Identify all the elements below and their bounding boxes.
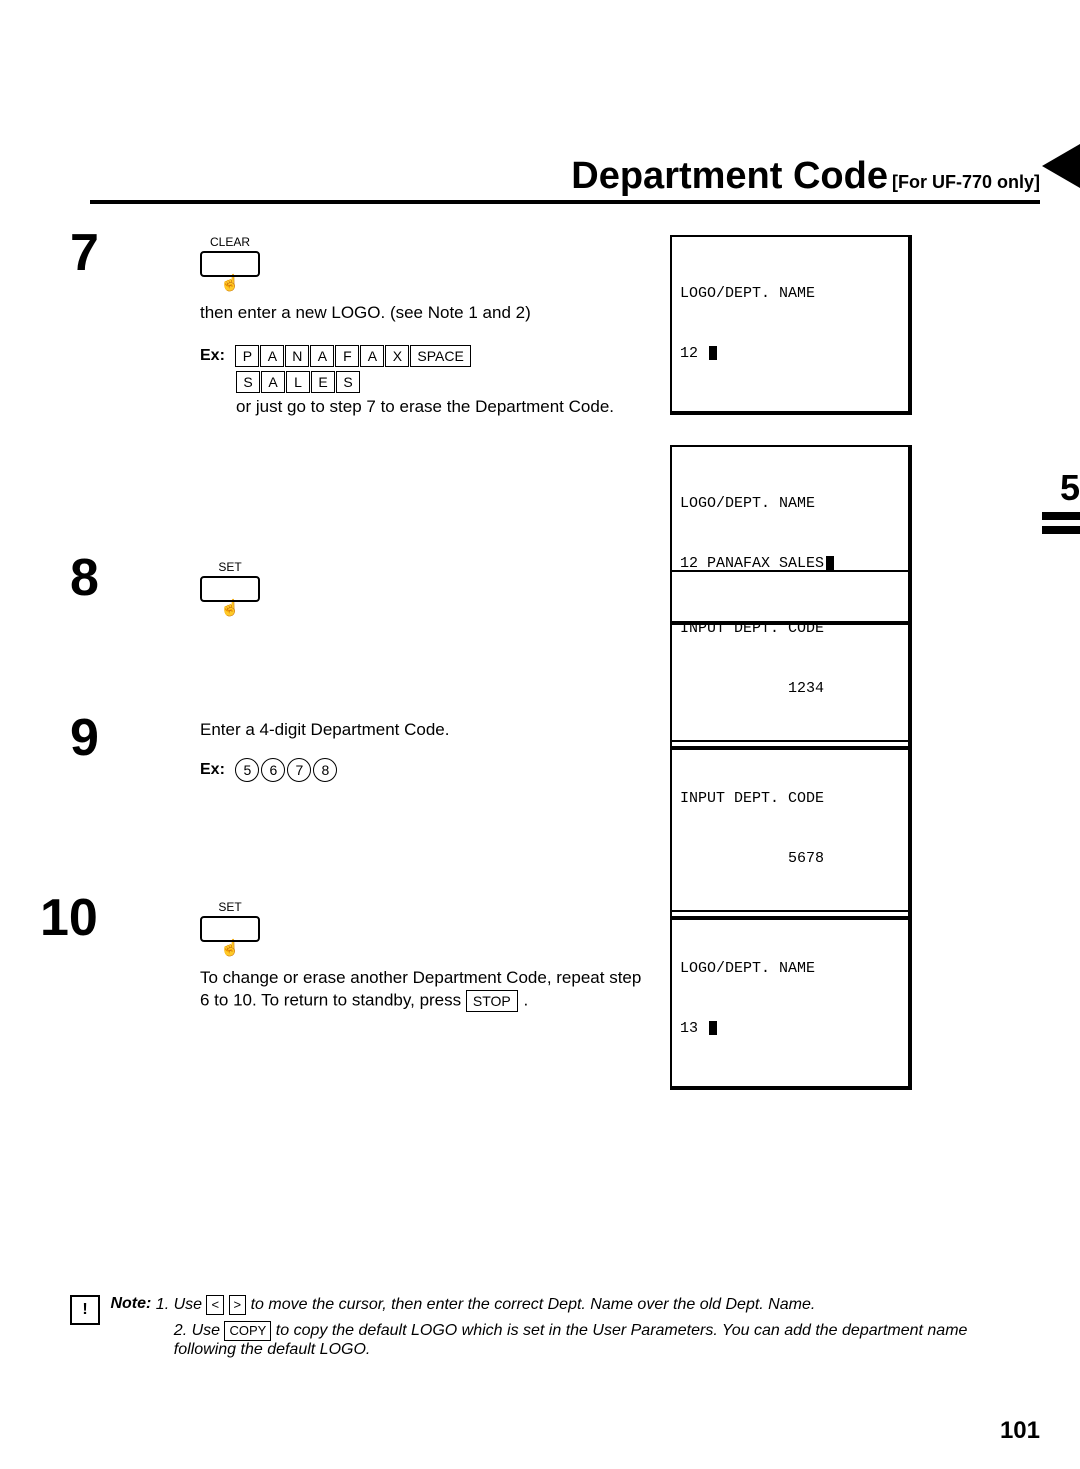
key-6[interactable]: 6 — [261, 758, 285, 782]
step-number: 9 — [70, 708, 99, 768]
example-label: Ex: — [200, 761, 225, 779]
cursor-icon — [709, 346, 717, 360]
lcd-line-1: LOGO/DEPT. NAME — [680, 494, 900, 514]
step-8: 8 SET ☝ INPUT DEPT. CODE 1234 — [130, 560, 950, 618]
step-9: 9 Enter a 4-digit Department Code. Ex: 5… — [130, 720, 950, 782]
key-x[interactable]: X — [385, 345, 409, 367]
key-space[interactable]: SPACE — [410, 345, 470, 367]
header-arrow-icon — [1042, 144, 1080, 188]
cursor-icon — [709, 1021, 717, 1035]
key-5[interactable]: 5 — [235, 758, 259, 782]
key-a[interactable]: A — [360, 345, 384, 367]
key-8[interactable]: 8 — [313, 758, 337, 782]
lcd-line-2: 1234 — [680, 679, 900, 699]
step-10: 10 SET ☝ To change or erase another Depa… — [130, 900, 950, 1012]
key-sequence: 5678 — [235, 761, 339, 778]
key-a[interactable]: A — [261, 371, 285, 393]
page-title-row: Department Code [For UF-770 only] — [90, 155, 1040, 204]
button-label: CLEAR — [200, 235, 260, 249]
button-label: SET — [200, 560, 260, 574]
step-text: Enter a 4-digit Department Code. — [200, 720, 950, 740]
lcd-display: LOGO/DEPT. NAME 13 — [670, 910, 912, 1090]
page-subtitle: [For UF-770 only] — [892, 172, 1040, 193]
lcd-line-1: LOGO/DEPT. NAME — [680, 284, 900, 304]
lcd-line-2: 5678 — [680, 849, 900, 869]
chapter-bars-icon — [1036, 512, 1080, 534]
page-title: Department Code — [571, 155, 888, 198]
lcd-line-1: INPUT DEPT. CODE — [680, 619, 900, 639]
clear-button[interactable]: CLEAR ☝ — [200, 235, 260, 293]
key-sequence: SALES — [236, 373, 361, 390]
key-p[interactable]: P — [235, 345, 259, 367]
step-number: 7 — [70, 223, 99, 283]
key-7[interactable]: 7 — [287, 758, 311, 782]
copy-key[interactable]: COPY — [224, 1321, 271, 1341]
page-number: 101 — [1000, 1417, 1040, 1445]
alert-icon: ! — [70, 1295, 100, 1325]
step-number: 10 — [40, 888, 98, 948]
button-outline — [200, 576, 260, 602]
chapter-tab: 5 — [1036, 470, 1080, 540]
note-body: 1. Use < > to move the cursor, then ente… — [156, 1295, 1006, 1359]
key-e[interactable]: E — [311, 371, 335, 393]
key-s[interactable]: S — [236, 371, 260, 393]
lcd-display: INPUT DEPT. CODE 5678 — [670, 740, 912, 920]
left-key[interactable]: < — [206, 1295, 224, 1315]
set-button[interactable]: SET ☝ — [200, 560, 260, 618]
key-l[interactable]: L — [286, 371, 310, 393]
key-sequence: PANAFAXSPACE — [235, 347, 471, 364]
note-2: 2. Use COPY to copy the default LOGO whi… — [174, 1321, 1006, 1359]
step-7: 7 CLEAR ☝ then enter a new LOGO. (see No… — [130, 235, 950, 417]
lcd-line-2: 12 — [680, 344, 900, 364]
lcd-line-1: INPUT DEPT. CODE — [680, 789, 900, 809]
note-block: ! Note: 1. Use < > to move the cursor, t… — [70, 1295, 1010, 1359]
example-label: Ex: — [200, 347, 225, 365]
key-s[interactable]: S — [336, 371, 360, 393]
button-outline — [200, 916, 260, 942]
lcd-line-1: LOGO/DEPT. NAME — [680, 959, 900, 979]
note-label: Note: — [110, 1295, 151, 1312]
button-outline — [200, 251, 260, 277]
key-a[interactable]: A — [310, 345, 334, 367]
step-number: 8 — [70, 548, 99, 608]
note-1: 1. Use < > to move the cursor, then ente… — [156, 1295, 1006, 1315]
set-button[interactable]: SET ☝ — [200, 900, 260, 958]
key-n[interactable]: N — [285, 345, 309, 367]
key-f[interactable]: F — [335, 345, 359, 367]
lcd-line-2: 13 — [680, 1019, 900, 1039]
chapter-number: 5 — [1036, 470, 1080, 506]
right-key[interactable]: > — [229, 1295, 247, 1315]
stop-key[interactable]: STOP — [466, 990, 518, 1012]
key-a[interactable]: A — [260, 345, 284, 367]
lcd-display: LOGO/DEPT. NAME 12 — [670, 235, 912, 415]
page: Department Code [For UF-770 only] 5 7 CL… — [0, 0, 1080, 1469]
button-label: SET — [200, 900, 260, 914]
